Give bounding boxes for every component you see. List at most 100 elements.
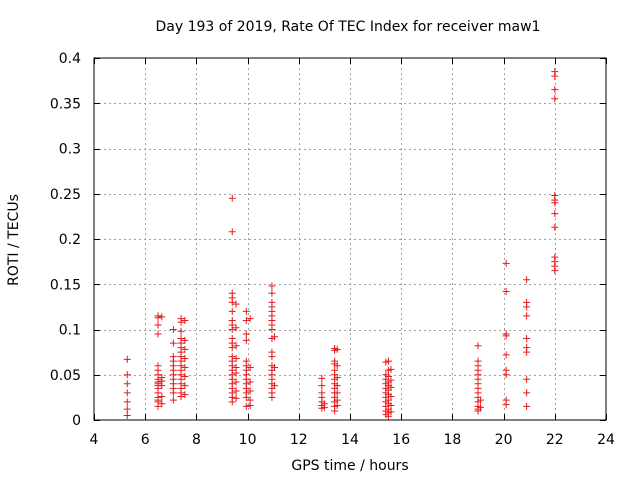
data-point (246, 315, 254, 323)
y-tick-label: 0.05 (50, 368, 81, 384)
y-tick-label: 0 (72, 413, 81, 429)
data-point (154, 314, 162, 322)
data-point (242, 336, 250, 344)
y-tick-label: 0.35 (50, 96, 81, 112)
data-point (387, 365, 395, 373)
y-tick-label: 0.25 (50, 187, 81, 203)
data-point (387, 402, 395, 410)
data-point (123, 411, 131, 419)
data-point (268, 289, 276, 297)
data-point (477, 396, 485, 404)
x-tick-label: 20 (495, 432, 513, 448)
y-tick-label: 0.4 (59, 51, 81, 67)
data-point (333, 382, 341, 390)
y-tick-label: 0.15 (50, 277, 81, 293)
x-tick-label: 18 (443, 432, 461, 448)
data-point (270, 364, 278, 372)
data-point (474, 407, 482, 415)
data-point (181, 373, 189, 381)
data-point (502, 259, 510, 267)
data-point (523, 348, 531, 356)
data-point (502, 371, 510, 379)
data-point (551, 199, 559, 207)
data-point (318, 382, 326, 390)
data-point (169, 326, 177, 333)
data-point (228, 398, 236, 406)
data-point (154, 330, 162, 338)
data-point (551, 223, 559, 231)
data-point (333, 373, 341, 381)
gridlines (94, 58, 606, 420)
data-point (331, 407, 339, 415)
data-point (123, 398, 131, 406)
data-point (268, 282, 276, 290)
data-point (169, 339, 177, 347)
data-point (268, 393, 276, 401)
data-point (181, 364, 189, 372)
data-point (232, 342, 240, 350)
data-point (232, 378, 240, 386)
data-point (232, 394, 240, 402)
data-point (270, 333, 278, 341)
data-point (523, 335, 531, 343)
data-point (123, 380, 131, 388)
data-point (387, 408, 395, 416)
y-axis-label: ROTI / TECUs (6, 194, 22, 286)
data-point (270, 382, 278, 390)
data-point (169, 389, 177, 397)
data-point (181, 316, 189, 324)
data-point (551, 210, 559, 218)
data-point (523, 303, 531, 311)
data-point (333, 362, 341, 370)
data-point (387, 392, 395, 400)
data-point (228, 326, 236, 333)
data-point (232, 354, 240, 362)
data-point (523, 276, 531, 284)
data-point (181, 336, 189, 344)
data-point (246, 378, 254, 386)
data-point (181, 391, 189, 399)
data-point (502, 351, 510, 359)
x-tick-label: 14 (341, 432, 359, 448)
data-point (502, 332, 510, 340)
data-point (551, 95, 559, 103)
data-point (502, 287, 510, 295)
data-point (228, 307, 236, 315)
data-point (384, 357, 392, 365)
x-axis-label: GPS time / hours (291, 458, 408, 474)
data-point (523, 312, 531, 320)
data-point (177, 392, 185, 400)
data-point (246, 364, 254, 372)
data-point (523, 402, 531, 410)
data-point (169, 396, 177, 404)
x-tick-label: 4 (90, 432, 99, 448)
data-point (320, 403, 328, 411)
data-point (228, 228, 236, 236)
data-point (242, 330, 250, 338)
data-point (154, 402, 162, 410)
data-point (268, 353, 276, 361)
data-points (123, 68, 559, 420)
axis-ticks: 4 6 8 10 12 14 16 18 20 22 24 0 0.05 0.1 0.15 0.2 0.25 0.… (50, 51, 615, 448)
data-point (523, 389, 531, 397)
data-point (158, 392, 166, 400)
x-tick-label: 10 (239, 432, 257, 448)
data-point (123, 405, 131, 413)
data-point (232, 387, 240, 395)
y-tick-label: 0.3 (59, 142, 81, 158)
data-point (242, 393, 250, 401)
data-point (268, 326, 276, 333)
data-point (232, 300, 240, 308)
data-point (502, 401, 510, 409)
data-point (333, 389, 341, 397)
data-point (523, 375, 531, 383)
data-point (181, 345, 189, 353)
x-tick-label: 24 (597, 432, 615, 448)
y-tick-label: 0.1 (59, 323, 81, 339)
y-tick-label: 0.2 (59, 232, 81, 248)
data-point (158, 382, 166, 390)
chart-title: Day 193 of 2019, Rate Of TEC Index for r… (156, 19, 541, 35)
data-point (551, 267, 559, 275)
data-point (246, 387, 254, 395)
data-point (158, 313, 166, 321)
